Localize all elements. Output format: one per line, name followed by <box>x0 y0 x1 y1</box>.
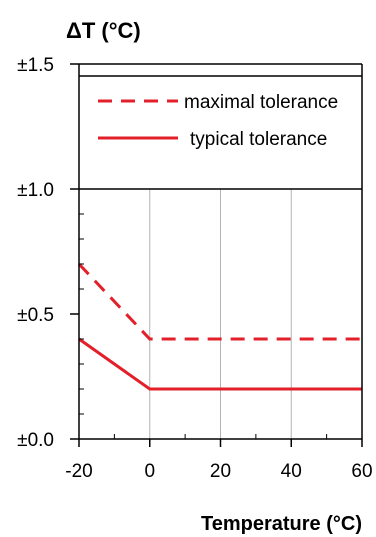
axes <box>70 63 363 447</box>
y-tick-label: ±1.5 <box>17 55 54 76</box>
x-axis-title: Temperature (°C) <box>201 513 362 535</box>
y-axis-title: ΔT (°C) <box>66 18 141 43</box>
x-tick-label: -20 <box>65 461 92 482</box>
tick-labels: ±0.0 ±0.5 ±1.0 ±1.5 -20 0 20 40 60 <box>17 55 372 482</box>
series-line-maximal <box>77 262 362 341</box>
legend-label-maximal: maximal tolerance <box>184 92 338 113</box>
legend-label-typical: typical tolerance <box>190 129 327 150</box>
x-tick-label: 0 <box>144 461 155 482</box>
grid-lines <box>149 189 292 439</box>
series-line-typical <box>78 337 362 391</box>
x-tick-label: 40 <box>281 461 302 482</box>
x-tick-label: 20 <box>210 461 231 482</box>
y-tick-label: ±1.0 <box>17 180 54 201</box>
data-series <box>77 262 362 391</box>
legend: maximal tolerance typical tolerance <box>79 75 362 190</box>
y-tick-label: ±0.0 <box>17 430 54 451</box>
x-tick-label: 60 <box>351 461 372 482</box>
y-tick-label: ±0.5 <box>17 305 54 326</box>
